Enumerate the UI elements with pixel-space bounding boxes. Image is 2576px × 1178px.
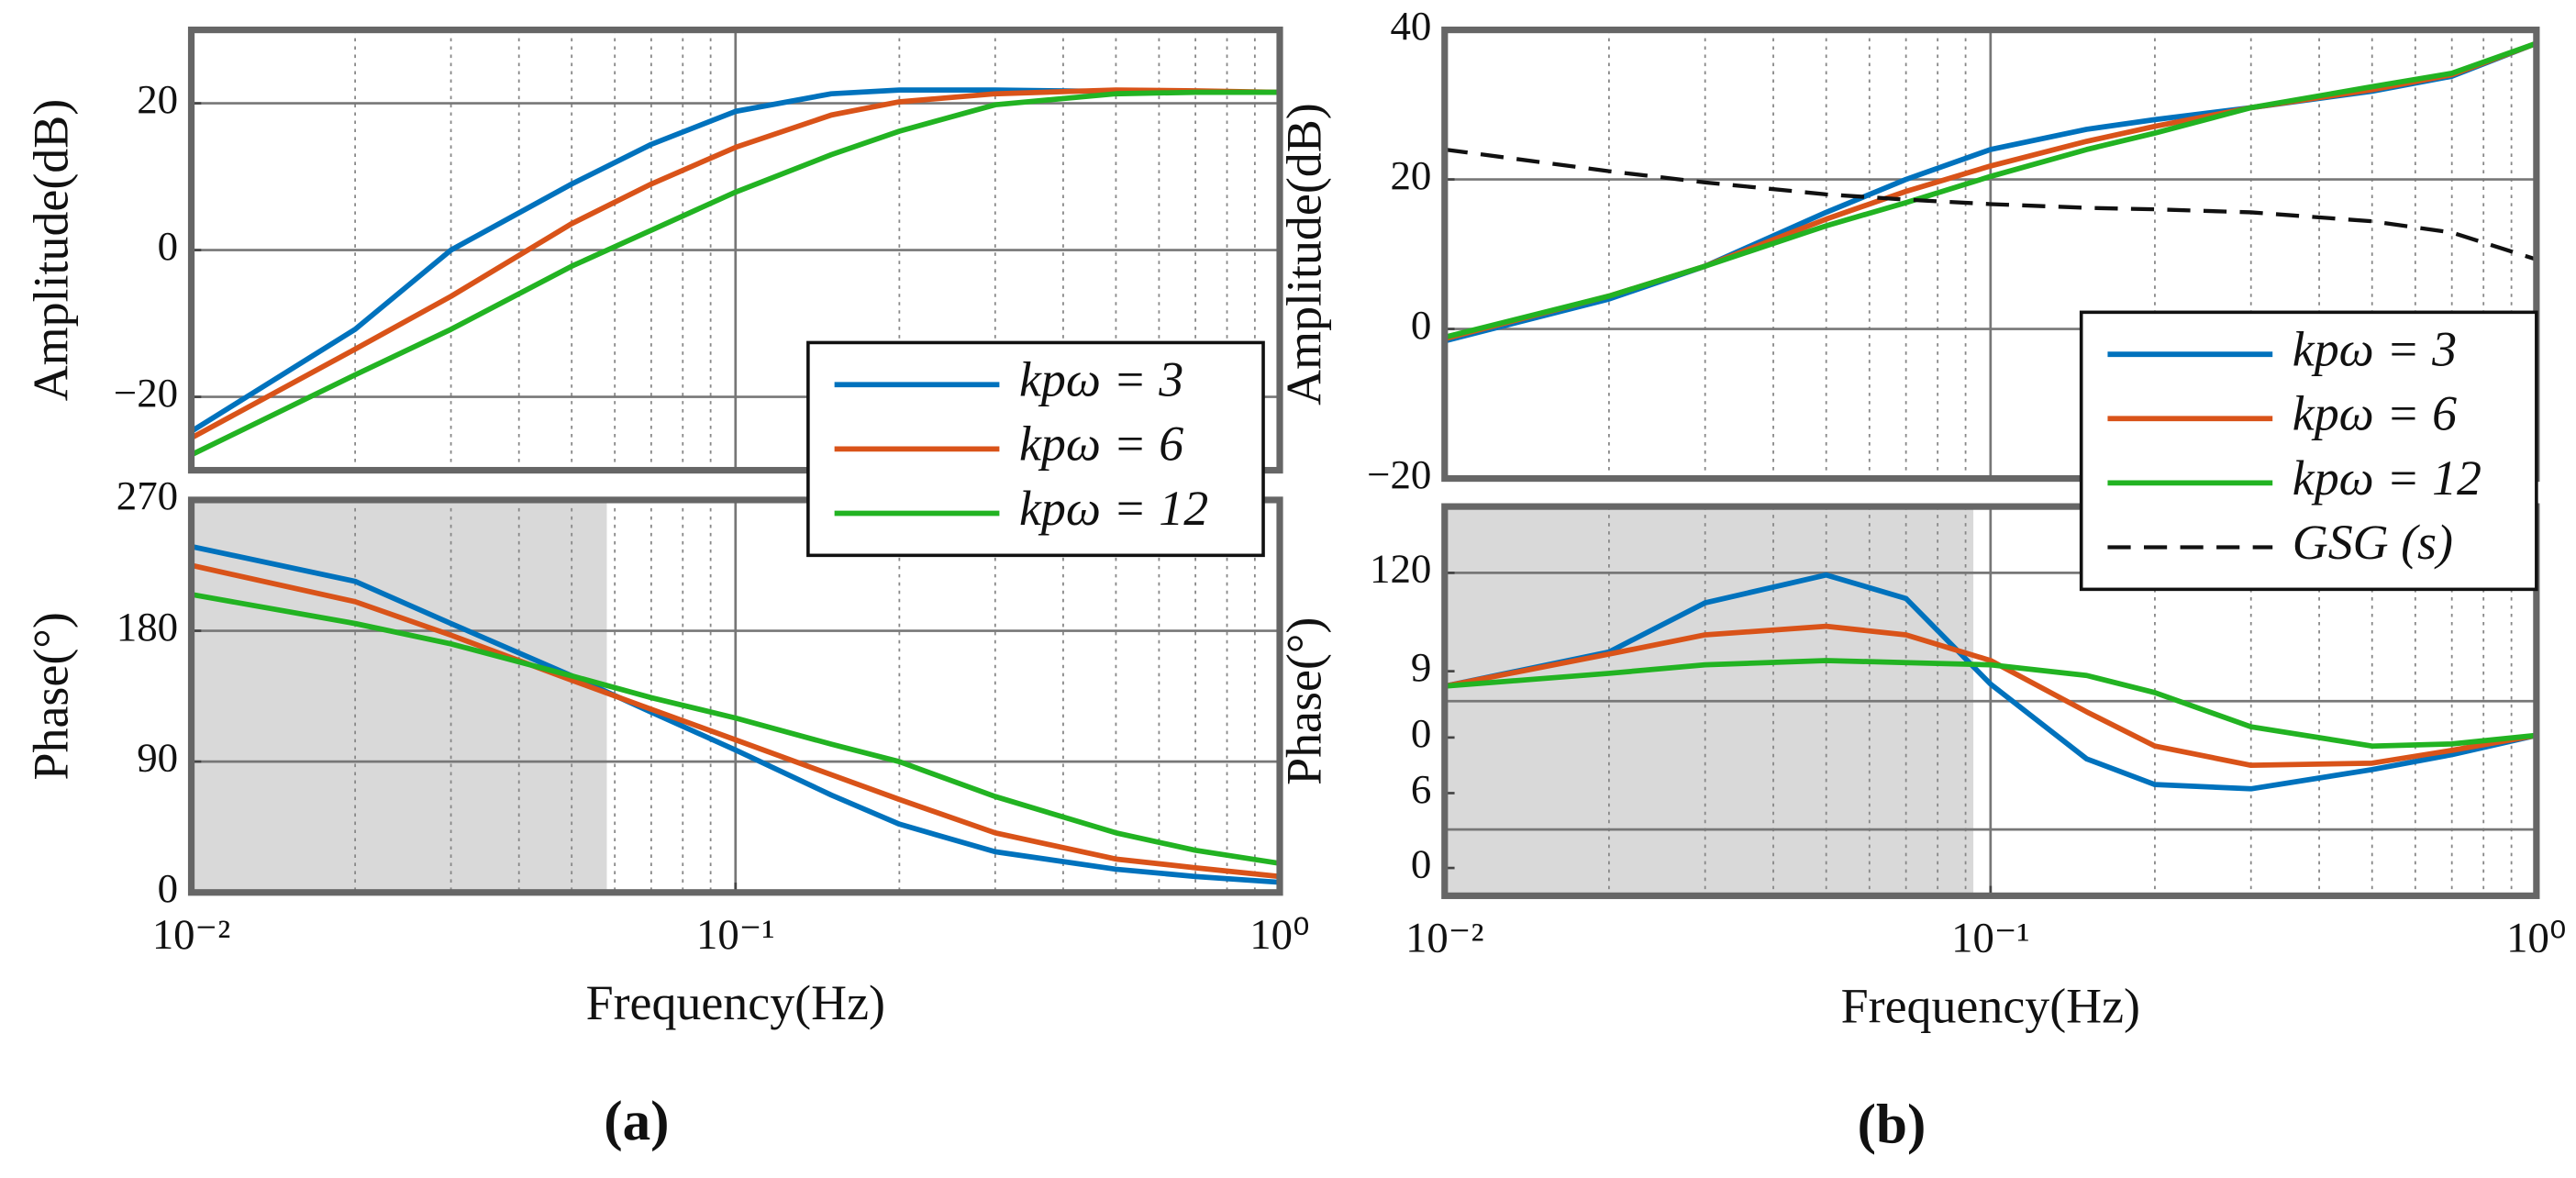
plot: 0 6 0 9 120 10⁻² 10⁻¹ 10⁰ Phase(°) Frequency(Hz) (…	[1277, 503, 2567, 1156]
series-line	[190, 543, 1281, 885]
x-tick-label: 10⁻¹	[1951, 914, 2029, 961]
series-line	[190, 562, 1281, 880]
series-line	[191, 592, 1281, 866]
series-line	[190, 89, 1281, 458]
y-tick-label: 0	[158, 865, 178, 911]
y-tick-label: −20	[114, 370, 178, 416]
y-tick-label: 20	[1390, 152, 1431, 198]
series-line	[1444, 572, 2537, 792]
legend-label: kpω = 6	[1019, 417, 1183, 472]
x-axis-label: Frequency(Hz)	[586, 975, 885, 1030]
legend-label: kpω = 3	[1019, 352, 1183, 407]
y-tick-label: 6	[1411, 766, 1431, 812]
y-tick-label: 40	[1390, 3, 1431, 49]
x-tick-label: 10⁰	[2506, 914, 2566, 961]
y-axis-label: Amplitude(dB)	[23, 99, 78, 401]
panel-caption: (b)	[1858, 1095, 1926, 1156]
y-axis-label: Phase(°)	[1277, 617, 1332, 785]
series-line	[190, 87, 1281, 440]
x-axis-label: Frequency(Hz)	[1841, 979, 2140, 1034]
panel-caption: (a)	[604, 1091, 669, 1152]
y-tick-label: 0	[1411, 840, 1431, 886]
x-tick-label: 10⁻²	[1405, 914, 1483, 961]
y-tick-label: 0	[1411, 302, 1431, 348]
y-tick-label: 120	[1370, 546, 1431, 592]
plot-frame	[187, 496, 1283, 896]
x-tick-label: 10⁰	[1249, 911, 1309, 959]
y-tick-label: 270	[117, 472, 178, 518]
y-axis-label: Phase(°)	[23, 612, 78, 780]
y-tick-label: −20	[1367, 451, 1431, 497]
plot-frame	[1441, 26, 2540, 483]
plot: −20 0 20 Amplitude(dB)	[23, 26, 1283, 474]
plot-frame	[1441, 503, 2540, 899]
legend-label: GSG (s)	[2293, 515, 2453, 570]
legend: kpω = 3 kpω = 6 kpω = 12	[806, 340, 1265, 558]
legend-label: kpω = 12	[1019, 481, 1208, 536]
legend: kpω = 3 kpω = 6 kpω = 12 GSG (s)	[2079, 310, 2538, 592]
legend-label: kpω = 3	[2293, 322, 2457, 377]
y-axis-label: Amplitude(dB)	[1277, 103, 1332, 405]
y-tick-label: 20	[137, 76, 178, 122]
x-tick-label: 10⁻¹	[696, 911, 774, 959]
shaded-region	[191, 499, 607, 893]
y-tick-label: 0	[158, 223, 178, 269]
plot: 0 90 180 270 10⁻² 10⁻¹ 10⁰ Phase(°) Frequency(Hz…	[23, 472, 1309, 1152]
legend-label: kpω = 12	[2293, 450, 2482, 506]
y-tick-label: 90	[137, 734, 178, 780]
legend-label: kpω = 6	[2293, 386, 2457, 441]
y-tick-label: 0	[1411, 710, 1431, 756]
y-tick-label: 180	[117, 604, 178, 650]
series-line	[1444, 147, 2537, 261]
series-line	[1444, 623, 2537, 769]
plot-frame	[187, 26, 1283, 474]
series-line	[1444, 658, 2537, 750]
legend-box	[2079, 310, 2538, 592]
series-line	[1444, 40, 2537, 340]
x-tick-label: 10⁻²	[152, 911, 230, 959]
y-tick-label: 9	[1411, 644, 1431, 690]
